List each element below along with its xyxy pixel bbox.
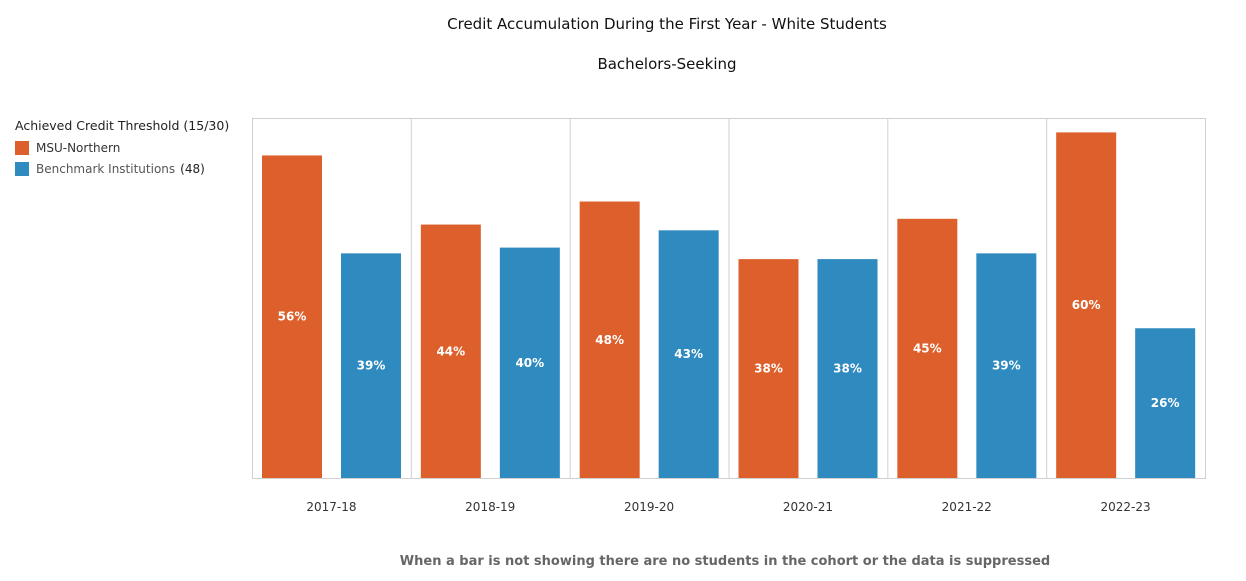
legend-swatch: [15, 161, 29, 176]
x-tick-label: 2021-22: [942, 500, 992, 514]
chart-subtitle: Bachelors-Seeking: [597, 55, 737, 73]
legend-title: Achieved Credit Threshold (15/30): [15, 118, 230, 133]
x-tick-label: 2020-21: [783, 500, 833, 514]
data-label: 43%: [674, 347, 703, 361]
data-label: 38%: [833, 362, 862, 376]
bar-benchmark-institutions: [341, 253, 401, 478]
bar-benchmark-institutions: [1135, 328, 1196, 478]
legend-item-msu-northern[interactable]: MSU-Northern: [15, 137, 229, 158]
legend-count: (48): [180, 161, 205, 176]
bar-chart: 56% 39% 2017-18 44% 40% 2018-19 48% 43% 2019-20 3…: [252, 118, 1206, 514]
x-tick-label: 2018-19: [465, 500, 515, 514]
x-tick-label: 2019-20: [624, 500, 674, 514]
data-label: 48%: [595, 333, 624, 347]
data-label: 56%: [278, 310, 307, 324]
bar-benchmark-institutions: [817, 259, 878, 478]
data-label: 39%: [357, 359, 386, 373]
data-label: 39%: [992, 359, 1021, 373]
chart-title: Credit Accumulation During the First Yea…: [447, 15, 887, 33]
bar-msu-northern: [897, 218, 958, 479]
bar-msu-northern: [420, 224, 481, 478]
suppression-note: When a bar is not showing there are no s…: [399, 554, 1051, 569]
data-label: 40%: [515, 356, 544, 370]
x-tick-label: 2022-23: [1101, 500, 1151, 514]
data-label: 60%: [1072, 298, 1101, 312]
legend-label: MSU-Northern: [36, 140, 121, 155]
legend-label: Benchmark Institutions: [36, 161, 176, 176]
legend-item-benchmark[interactable]: Benchmark Institutions (48): [15, 158, 229, 179]
legend-swatch: [15, 140, 29, 155]
data-label: 45%: [913, 341, 942, 355]
x-tick-label: 2017-18: [306, 500, 356, 514]
legend: Achieved Credit Threshold (15/30) MSU-No…: [15, 118, 229, 179]
bar-msu-northern: [738, 259, 799, 478]
bar-msu-northern: [262, 155, 322, 478]
bar-benchmark-institutions: [499, 247, 560, 478]
data-label: 44%: [436, 344, 465, 358]
bar-benchmark-institutions: [976, 253, 1037, 478]
data-label: 38%: [754, 362, 783, 376]
data-label: 26%: [1151, 396, 1180, 410]
bar-benchmark-institutions: [658, 230, 719, 478]
bar-msu-northern: [1056, 132, 1117, 478]
bar-msu-northern: [579, 201, 640, 478]
